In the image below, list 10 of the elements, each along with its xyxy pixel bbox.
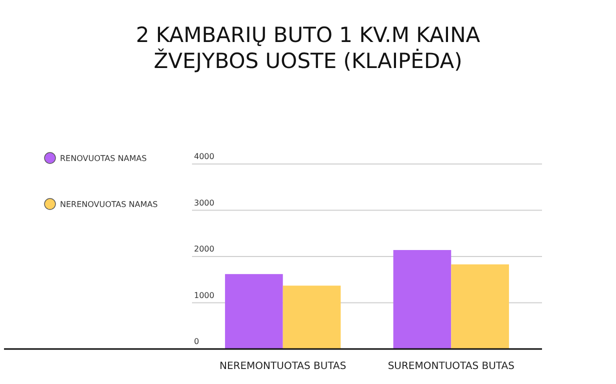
y-tick-label: 3000: [194, 198, 214, 208]
x-tick-label: SUREMONTUOTAS BUTAS: [388, 361, 514, 372]
x-tick-label: NEREMONTUOTAS BUTAS: [219, 361, 346, 372]
y-tick-label: 2000: [194, 244, 214, 254]
chart-title: 2 KAMBARIŲ BUTO 1 KV.M KAINA ŽVEJYBOS UOSTE (KLAIPĖDA): [136, 23, 481, 73]
legend-label: RENOVUOTAS NAMAS: [60, 154, 147, 163]
legend-label: NERENOVUOTAS NAMAS: [60, 200, 158, 209]
y-tick-label: 1000: [194, 290, 214, 300]
y-tick-label: 0: [194, 337, 200, 346]
y-tick-label: 4000: [194, 152, 214, 161]
